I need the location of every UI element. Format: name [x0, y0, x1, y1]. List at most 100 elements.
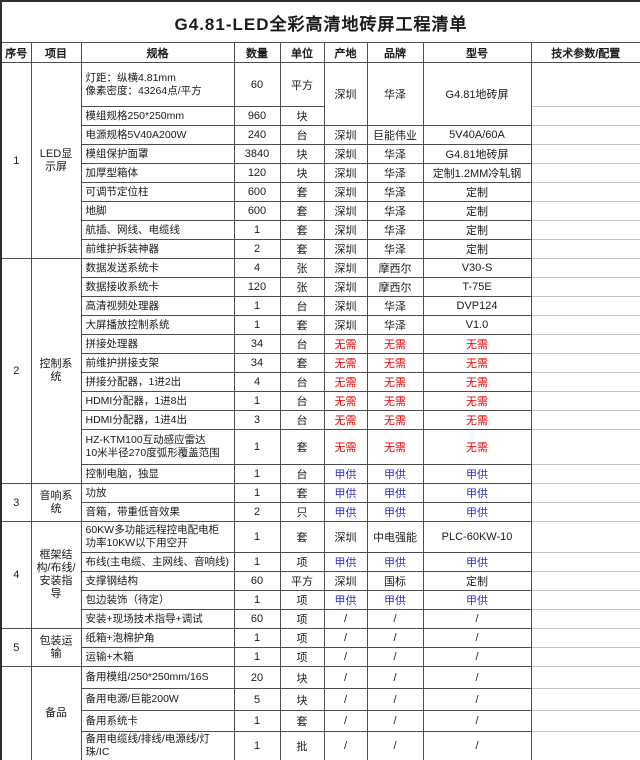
cell-unit: 块 [279, 666, 325, 689]
cell-unit: 项 [279, 628, 325, 648]
cell-unit: 张 [279, 277, 325, 297]
col-header-brand: 品牌 [366, 42, 424, 63]
cell-unit: 套 [279, 353, 325, 373]
cell-spec: 60KW多功能远程控电配电柜 功率10KW以下用空开 [80, 521, 235, 553]
cell-spec: 可调节定位柱 [80, 182, 235, 202]
cell-unit: 只 [279, 502, 325, 522]
cell-qty: 1 [233, 464, 281, 484]
cell-origin: 深圳 [323, 571, 368, 591]
cell-origin: / [323, 666, 368, 689]
cell-spec: 布线(主电缆、主网线、音响线) [80, 552, 235, 572]
cell-brand: 无需 [366, 372, 424, 392]
cell-params [530, 464, 640, 484]
cell-brand: 中电强能 [366, 521, 424, 553]
cell-origin: 甲供 [323, 483, 368, 503]
cell-unit: 套 [279, 483, 325, 503]
cell-brand: 甲供 [366, 502, 424, 522]
cell-brand: 无需 [366, 353, 424, 373]
table-row: 大屏播放控制系统 1 套深圳 华泽 V1.0 [1, 315, 640, 335]
cell-unit: 台 [279, 296, 325, 316]
cell-qty: 1 [233, 391, 281, 411]
cell-spec: HZ-KTM100互动感应雷达 10米半径270度弧形覆盖范围 [80, 429, 235, 465]
cell-unit: 套 [279, 239, 325, 259]
cell-brand: / [366, 647, 424, 667]
header-row: 序号 项目 规格 数量 单位 产地 品牌 型号 技术参数/配置 [0, 42, 640, 63]
cell-brand: 华泽 [366, 163, 424, 183]
cell-qty: 120 [233, 277, 281, 297]
item-name: 音响系统 [30, 483, 82, 522]
cell-qty: 1 [233, 710, 281, 732]
cell-unit: 项 [279, 647, 325, 667]
cell-spec: 模组保护面罩 [80, 144, 235, 164]
cell-unit: 张 [279, 258, 325, 278]
cell-params [530, 731, 640, 760]
cell-qty: 4 [233, 372, 281, 392]
page-title: G4.81-LED全彩高清地砖屏工程清单 [0, 0, 640, 43]
cell-model: G4.81地砖屏 [422, 144, 532, 164]
cell-origin: / [323, 647, 368, 667]
cell-model: 定制1.2MM冷轧钢 [422, 163, 532, 183]
cell-brand: 华泽 [366, 315, 424, 335]
cell-params [530, 372, 640, 392]
cell-brand: 无需 [366, 334, 424, 354]
cell-brand: 巨能伟业 [366, 125, 424, 145]
cell-brand: 华泽 [366, 201, 424, 221]
cell-params [530, 688, 640, 711]
table-row: 备用电缆线/排线/电源线/灯珠/IC 1 批 / / / [1, 731, 640, 760]
cell-spec: 纸箱+泡棉护角 [80, 628, 235, 648]
cell-model: / [422, 688, 532, 711]
table-row: 前维护拼接支架 34 套无需 无需 无需 [1, 353, 640, 373]
cell-model: 无需 [422, 334, 532, 354]
cell-unit: 批 [279, 731, 325, 760]
cell-origin: / [323, 609, 368, 629]
cell-params [530, 552, 640, 572]
cell-params [530, 239, 640, 259]
cell-qty: 1 [233, 296, 281, 316]
cell-unit: 平方 [279, 62, 325, 107]
cell-spec: 拼接分配器，1进2出 [80, 372, 235, 392]
cell-brand: / [366, 609, 424, 629]
cell-model: / [422, 628, 532, 648]
cell-params [530, 296, 640, 316]
table-row: 拼接处理器 34 台无需 无需 无需 [1, 334, 640, 354]
table-row: HDMI分配器，1进4出 3 台无需 无需 无需 [1, 410, 640, 430]
table-row: 电源规格5V40A200W 240 台深圳 巨能伟业 5V40A/60A [1, 125, 640, 145]
cell-params [530, 647, 640, 667]
cell-spec: 灯距：纵横4.81mm 像素密度：43264点/平方 [80, 62, 235, 107]
cell-model: 无需 [422, 391, 532, 411]
table-row: 模组保护面罩 3840 块深圳 华泽 G4.81地砖屏 [1, 144, 640, 164]
cell-params [530, 125, 640, 145]
cell-unit: 套 [279, 521, 325, 553]
cell-qty: 960 [233, 106, 281, 126]
cell-brand: 华泽 [366, 220, 424, 240]
cell-brand: 摩西尔 [366, 258, 424, 278]
table-row: 高清视频处理器 1 台深圳 华泽 DVP124 [1, 296, 640, 316]
cell-brand: 无需 [366, 429, 424, 465]
col-header-qty: 数量 [233, 42, 281, 63]
cell-model: 定制 [422, 571, 532, 591]
cell-unit: 套 [279, 201, 325, 221]
cell-model: 甲供 [422, 552, 532, 572]
cell-spec: 航插、网线、电缆线 [80, 220, 235, 240]
cell-qty: 1 [233, 315, 281, 335]
cell-params [530, 144, 640, 164]
cell-model: 定制 [422, 220, 532, 240]
row-index: 3 [0, 483, 32, 522]
cell-origin: 深圳 [323, 144, 368, 164]
cell-brand: 甲供 [366, 483, 424, 503]
cell-params [530, 106, 640, 126]
table-row: 布线(主电缆、主网线、音响线) 1 项甲供 甲供 甲供 [1, 552, 640, 572]
table-row: 支撑钢结构 60 平方 深圳 国标 定制 [1, 571, 640, 591]
item-name: 备品 [30, 666, 82, 760]
cell-unit: 台 [279, 334, 325, 354]
cell-model: 无需 [422, 410, 532, 430]
cell-model: 甲供 [422, 483, 532, 503]
cell-unit: 项 [279, 552, 325, 572]
cell-unit: 块 [279, 144, 325, 164]
cell-model: / [422, 609, 532, 629]
cell-spec: 备用电源/巨能200W [80, 688, 235, 711]
cell-params [530, 201, 640, 221]
cell-model: 定制 [422, 182, 532, 202]
cell-spec: 备用系统卡 [80, 710, 235, 732]
cell-unit: 块 [279, 163, 325, 183]
